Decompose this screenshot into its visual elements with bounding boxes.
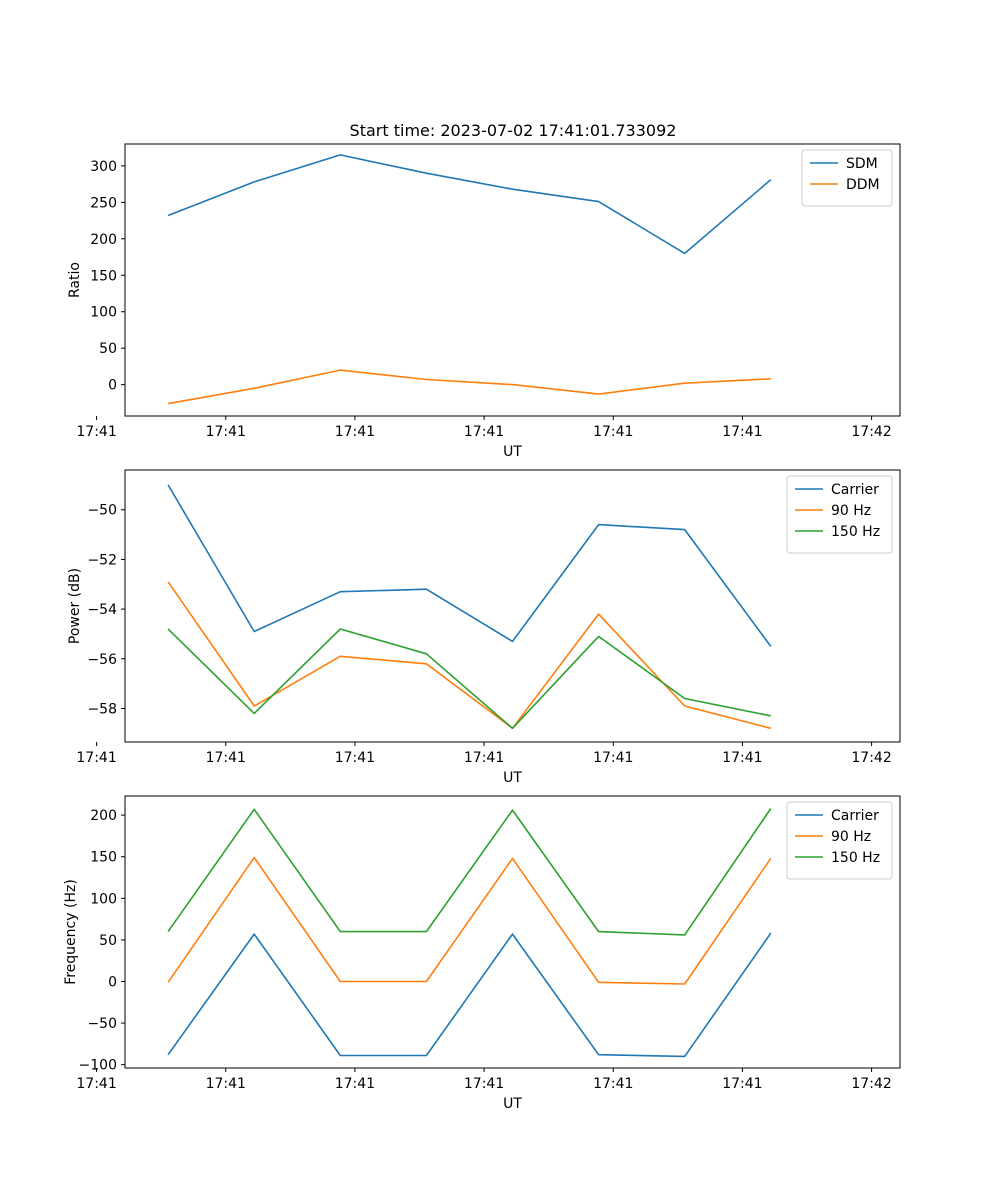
x-tick-label: 17:42 [851,750,891,766]
legend-label: DDM [846,177,880,193]
x-tick-label: 17:41 [722,1076,762,1092]
series-line-ddm [167,369,771,405]
series-line-carrier [167,484,772,647]
y-tick-label: −100 [79,1058,117,1074]
series-line-90-hz [167,581,772,730]
x-tick-label: 17:41 [76,424,116,440]
x-tick-label: 17:41 [76,750,116,766]
y-tick-label: 50 [99,341,117,357]
legend-label: 150 Hz [831,524,880,540]
x-tick-label: 17:42 [851,424,891,440]
panel-2: 17:41 17:41 17:41 17:41 17:41 17:41 17:42 −58 −5… [67,469,901,786]
x-axis-label: UT [503,444,522,460]
chart-title: Start time: 2023-07-02 17:41:01.733092 [350,121,677,140]
x-tick-label: 17:41 [206,424,246,440]
legend [786,801,893,880]
panel-3: 17:41 17:41 17:41 17:41 17:41 17:41 17:42 −100 −… [63,795,901,1112]
y-tick-label: 200 [90,232,117,248]
y-axis-label: Power (dB) [67,568,83,644]
y-tick-label: 100 [90,305,117,321]
y-tick-label: 150 [90,268,117,284]
y-tick-label: −54 [87,602,117,618]
legend-label: SDM [846,156,878,172]
x-tick-label: 17:41 [76,1076,116,1092]
x-tick-label: 17:41 [593,424,633,440]
y-tick-label: −50 [87,503,117,519]
x-tick-label: 17:41 [464,750,504,766]
legend-label: 90 Hz [831,503,871,519]
y-tick-label: −52 [87,552,117,568]
x-tick-label: 17:41 [593,1076,633,1092]
axes-frame [124,143,901,417]
y-tick-label: 0 [108,974,117,990]
x-tick-label: 17:42 [851,1076,891,1092]
legend [786,475,893,554]
axes-frame [124,795,901,1069]
y-tick-label: −50 [87,1016,117,1032]
axes-frame [124,469,901,743]
series-line-150-hz [167,628,771,730]
y-tick-label: 100 [90,891,117,907]
legend-label: 150 Hz [831,850,880,866]
x-tick-label: 17:41 [206,1076,246,1092]
x-tick-label: 17:41 [335,1076,375,1092]
series-line-carrier [167,932,772,1058]
x-axis-label: UT [503,1096,522,1112]
x-axis-label: UT [503,770,522,786]
y-tick-label: 250 [90,195,117,211]
series-line-90-hz [167,856,772,985]
x-tick-label: 17:41 [722,750,762,766]
x-tick-label: 17:41 [335,424,375,440]
panel-1: 17:41 17:41 17:41 17:41 17:41 17:41 17:42 0 50 10… [67,143,901,460]
y-tick-label: 0 [108,378,117,394]
y-tick-label: 300 [90,159,117,175]
x-tick-label: 17:41 [722,424,762,440]
x-tick-label: 17:41 [335,750,375,766]
legend-label: Carrier [831,808,879,824]
series-line-150-hz [167,808,772,936]
legend [801,149,893,207]
series-line-sdm [167,154,772,255]
x-tick-label: 17:41 [464,424,504,440]
legend-label: 90 Hz [831,829,871,845]
y-tick-label: 150 [90,850,117,866]
y-tick-label: 200 [90,808,117,824]
x-tick-label: 17:41 [593,750,633,766]
y-axis-label: Ratio [67,262,83,298]
legend-label: Carrier [831,482,879,498]
x-tick-label: 17:41 [464,1076,504,1092]
y-tick-label: −56 [87,652,117,668]
y-tick-label: −58 [87,701,117,717]
y-axis-label: Frequency (Hz) [63,879,79,985]
y-tick-label: 50 [99,933,117,949]
x-tick-label: 17:41 [206,750,246,766]
